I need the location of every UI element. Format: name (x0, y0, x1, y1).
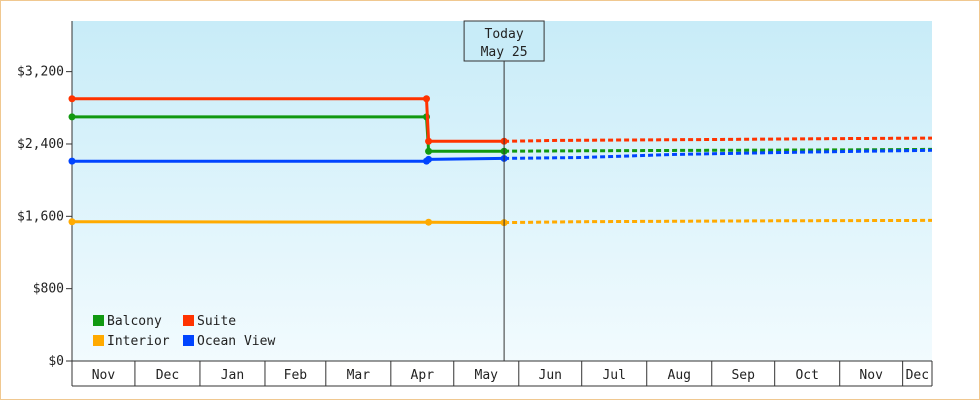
x-tick-label: Oct (795, 368, 818, 383)
x-tick-label: Dec (906, 368, 929, 383)
today-date: May 25 (481, 45, 528, 60)
series-ocean-view-forecast-line (504, 148, 933, 160)
x-tick-label: Jun (539, 368, 562, 383)
x-tick-label: Sep (731, 368, 755, 383)
x-tick-label: Feb (284, 368, 308, 383)
legend-swatch-interior (93, 335, 104, 346)
legend: Balcony Suite Interior Ocean View (93, 314, 275, 349)
x-tick-label: Nov (92, 368, 116, 383)
x-tick-label: Aug (668, 368, 691, 383)
y-tick-label: $0 (48, 354, 64, 369)
series-ocean-view-point (425, 155, 433, 163)
plot-area (72, 21, 932, 361)
series-interior-point (425, 218, 433, 226)
series-interior-point (68, 218, 76, 226)
y-axis: $0 $800 $1,600 $2,400 $3,200 (17, 21, 73, 369)
legend-swatch-balcony (93, 315, 104, 326)
series-suite-point (68, 95, 76, 103)
series-suite-point (425, 137, 433, 145)
x-tick-label: Dec (156, 368, 179, 383)
series-interior-line (71, 220, 505, 225)
x-tick-label: May (475, 368, 499, 383)
series-suite-forecast-line (504, 136, 933, 143)
today-label: Today (485, 27, 524, 42)
x-tick-label: Apr (411, 368, 435, 383)
legend-label-suite: Suite (197, 314, 236, 329)
x-tick-label: Nov (859, 368, 883, 383)
x-tick-label: Mar (347, 368, 371, 383)
x-tick-label: Jul (602, 368, 625, 383)
series-lines (68, 95, 933, 227)
y-tick-label: $1,600 (17, 209, 64, 224)
today-box (463, 20, 545, 62)
y-tick-label: $3,200 (17, 65, 64, 80)
series-suite-line (72, 97, 505, 143)
legend-swatch-suite (183, 315, 194, 326)
series-balcony-forecast-line (504, 147, 933, 153)
series-suite-point (422, 95, 430, 103)
series-balcony-point (425, 147, 433, 155)
y-tick-label: $2,400 (17, 137, 64, 152)
today-marker: Today May 25 (463, 20, 545, 361)
series-ocean-view-point (68, 157, 76, 165)
legend-swatch-ocean-view (183, 335, 194, 346)
y-tick-label: $800 (33, 282, 64, 297)
x-axis: Nov Dec Jan Feb Mar Apr May Jun Jul Aug Sep Oct Nov D… (71, 360, 933, 387)
legend-label-interior: Interior (107, 334, 170, 349)
x-tick-label: Jan (221, 368, 244, 383)
legend-label-ocean-view: Ocean View (197, 334, 275, 349)
legend-label-balcony: Balcony (107, 314, 162, 329)
series-balcony-point (68, 113, 76, 121)
